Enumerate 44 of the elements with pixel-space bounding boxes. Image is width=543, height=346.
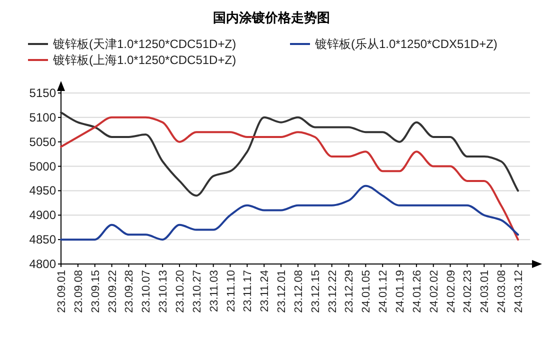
x-tick-label: 23.12.01 xyxy=(276,270,288,313)
x-tick-label: 24.03.12 xyxy=(513,270,525,313)
legend-label: 镀锌板(上海1.0*1250*CDC51D+Z) xyxy=(52,53,236,67)
x-tick-label: 23.09.01 xyxy=(56,270,68,313)
x-tick-label: 23.09.22 xyxy=(106,270,119,313)
y-tick-label: 4900 xyxy=(29,208,56,222)
y-tick-label: 4800 xyxy=(29,257,56,271)
y-tick-label: 4850 xyxy=(29,232,56,247)
x-tick-label: 24.02.09 xyxy=(445,270,458,313)
x-tick-label: 24.01.26 xyxy=(411,270,424,313)
x-tick-label: 23.10.20 xyxy=(174,270,186,313)
x-tick-label: 24.02.23 xyxy=(462,270,474,313)
x-tick-label: 23.09.08 xyxy=(72,270,85,313)
x-tick-label: 24.01.05 xyxy=(360,270,373,313)
y-tick-label: 5150 xyxy=(29,86,56,100)
x-tick-label: 23.09.15 xyxy=(90,270,102,313)
legend-label: 镀锌板(天津1.0*1250*CDC51D+Z) xyxy=(52,37,236,51)
x-tick-label: 23.12.15 xyxy=(310,270,322,313)
x-tick-label: 24.03.01 xyxy=(479,270,492,313)
y-tick-label: 5100 xyxy=(29,110,56,124)
line-series xyxy=(60,184,519,241)
x-tick-label: 24.02.02 xyxy=(428,270,440,313)
legend-label: 镀锌板(乐从1.0*1250*CDX51D+Z) xyxy=(314,37,498,51)
x-tick-label: 23.12.22 xyxy=(326,270,339,313)
y-tick-label: 5050 xyxy=(29,134,56,149)
x-tick-label: 23.10.13 xyxy=(158,270,170,313)
x-tick-label: 23.10.27 xyxy=(191,270,204,313)
x-tick-label: 24.01.19 xyxy=(394,270,407,313)
x-tick-label: 23.12.29 xyxy=(344,270,356,313)
x-tick-label: 23.11.17 xyxy=(242,270,254,312)
x-tick-label: 24.01.12 xyxy=(378,270,390,313)
y-tick-label: 5000 xyxy=(29,159,56,174)
y-tick-label: 4950 xyxy=(29,184,56,198)
line-series xyxy=(60,116,519,241)
x-tick-label: 23.11.03 xyxy=(208,270,220,312)
x-tick-label: 23.09.28 xyxy=(124,270,136,313)
x-tick-label: 23.11.24 xyxy=(259,270,272,312)
line-series xyxy=(60,112,519,197)
x-tick-label: 24.03.08 xyxy=(496,270,508,313)
x-tick-label: 23.10.07 xyxy=(140,270,153,313)
x-tick-label: 23.11.10 xyxy=(225,270,238,312)
x-tick-label: 23.12.08 xyxy=(292,270,305,313)
yaxis: 4800 4850 4900 4950 5000 5050 5100 5150 xyxy=(29,86,62,271)
chart-title: 国内涂镀价格走势图 xyxy=(213,10,330,25)
